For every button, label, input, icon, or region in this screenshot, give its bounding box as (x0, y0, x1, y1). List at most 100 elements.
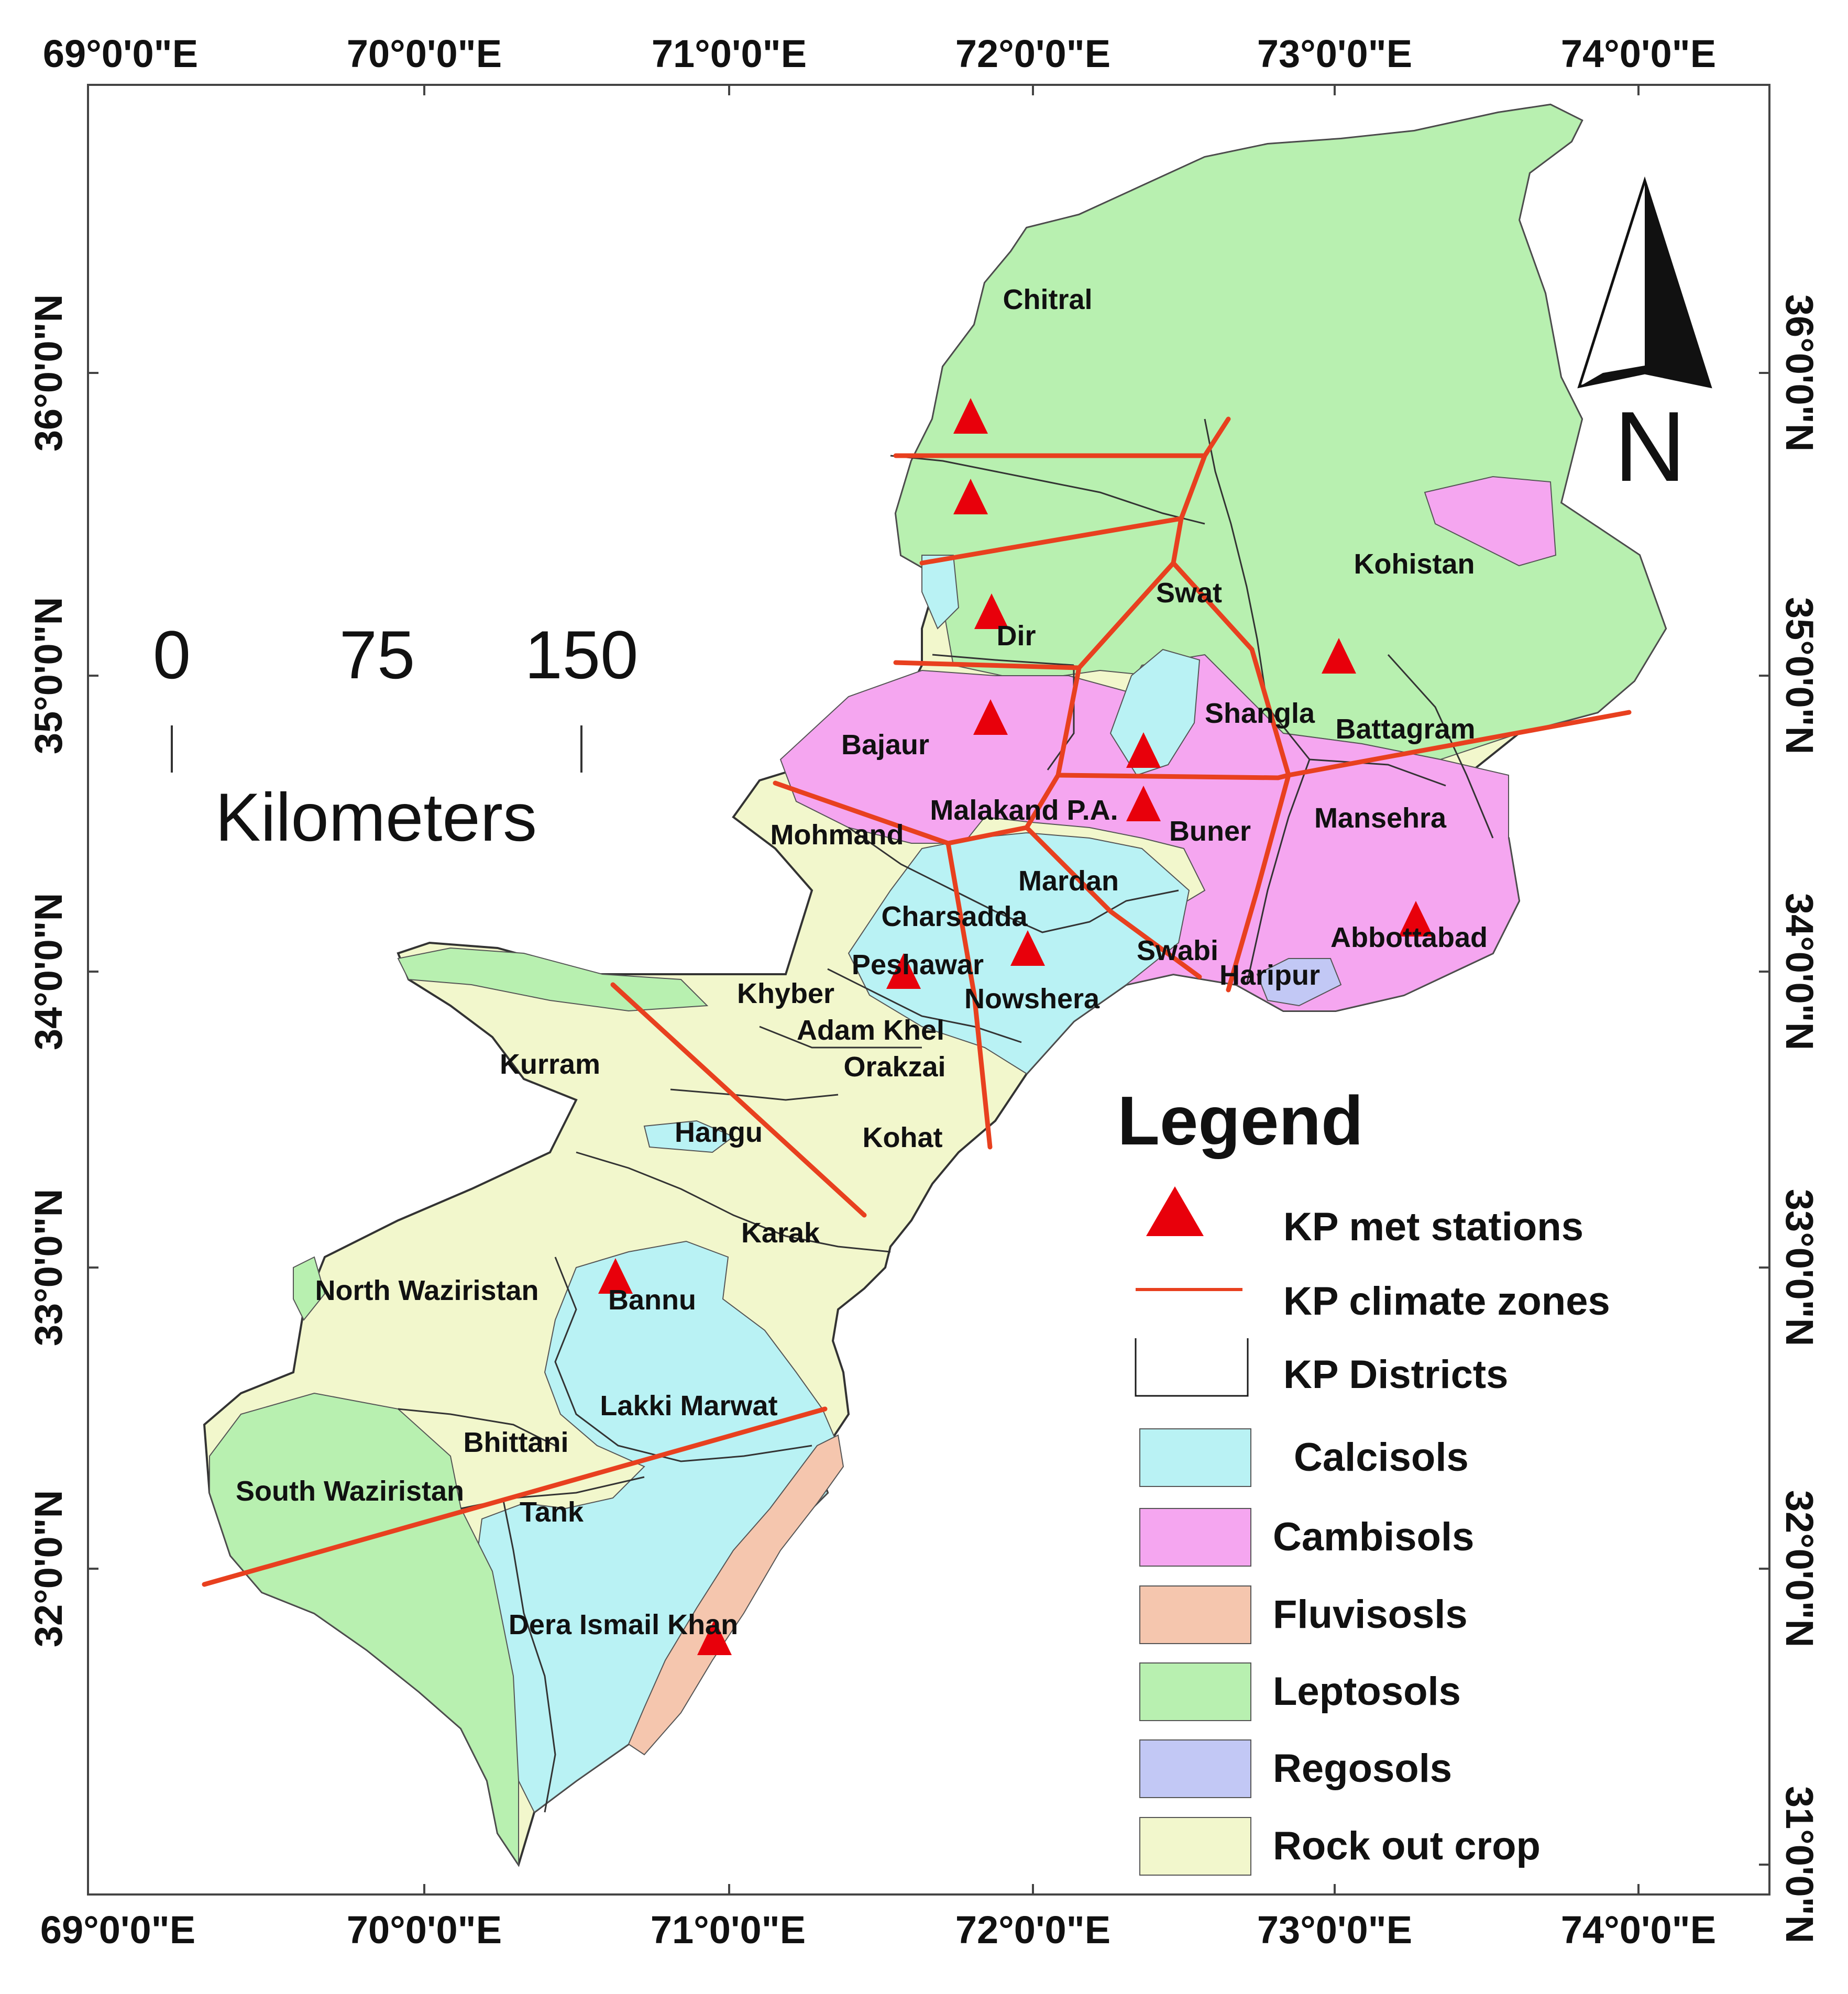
legend-swatch-fluvisols (1139, 1585, 1251, 1644)
met-station-triangle (953, 398, 988, 434)
district-label-north-waziristan: North Waziristan (315, 1275, 538, 1306)
legend: Legend KP met stations KP climate zones … (1117, 1082, 1610, 1876)
met-stations (598, 398, 1433, 1655)
legend-label-fluvisols: Fluvisosls (1273, 1592, 1468, 1637)
lon-label-71-top: 71°0'0"E (652, 32, 807, 75)
scale-tick-150: 150 (525, 616, 639, 693)
legend-swatch-regosols (1139, 1739, 1251, 1798)
legend-label-regosols: Regosols (1273, 1746, 1452, 1791)
district-label-mohmand: Mohmand (771, 819, 904, 851)
lon-label-72-bottom: 72°0'0"E (955, 1908, 1110, 1952)
top-longitude-labels: 69°0'0"E 70°0'0"E 71°0'0"E 72°0'0"E 73°0… (43, 32, 1716, 75)
district-label-dera-ismail-khan: Dera Ismail Khan (509, 1609, 738, 1640)
lat-label-35-right: 35°0'0"N (1778, 597, 1821, 754)
lat-label-32-right: 32°0'0"N (1778, 1490, 1821, 1647)
soil-calcisols-dir-strip (921, 555, 960, 630)
climate-zone-line (1171, 516, 1291, 778)
district-boundaries (398, 418, 1494, 1813)
district-label-mardan: Mardan (1018, 865, 1119, 897)
district-label-kurram: Kurram (500, 1049, 600, 1080)
graticule-ticks (88, 85, 1769, 1894)
district-label-tank: Tank (520, 1496, 584, 1528)
legend-swatch-calcisols (1139, 1428, 1251, 1487)
lon-label-71-bottom: 71°0'0"E (651, 1908, 806, 1952)
lon-label-73-bottom: 73°0'0"E (1257, 1908, 1412, 1952)
lon-label-69-top: 69°0'0"E (43, 32, 198, 75)
lat-label-33-right: 33°0'0"N (1778, 1189, 1821, 1346)
met-station-triangle (953, 479, 988, 514)
soil-calcisols-swat-pocket (1109, 648, 1201, 776)
legend-label-calcisols: Calcisols (1294, 1435, 1469, 1480)
lon-label-69-bottom: 69°0'0"E (40, 1908, 195, 1952)
legend-swatch-cambisols (1139, 1508, 1251, 1567)
district-label-chitral: Chitral (1003, 284, 1092, 315)
soil-calcisols-hangu (643, 1120, 734, 1153)
soil-cambisols-kohistan (1424, 476, 1557, 567)
district-label-hangu: Hangu (675, 1117, 763, 1148)
met-station-triangle (598, 1258, 633, 1294)
bottom-longitude-labels: 69°0'0"E 70°0'0"E 71°0'0"E 72°0'0"E 73°0… (40, 1908, 1716, 1952)
legend-swatch-rock-out-crop (1139, 1817, 1251, 1876)
district-label-bannu: Bannu (608, 1284, 696, 1316)
soil-regosols-haripur (1256, 958, 1342, 1007)
district-label-buner: Buner (1169, 816, 1251, 847)
climate-zone-line (610, 982, 867, 1218)
legend-label-met-stations: KP met stations (1283, 1205, 1583, 1249)
soil-fluvisols-indus (628, 1434, 844, 1756)
legend-label-climate-zones: KP climate zones (1283, 1279, 1610, 1324)
district-label-bhittani: Bhittani (464, 1427, 569, 1458)
lat-label-34-left: 34°0'0"N (27, 893, 70, 1050)
scale-bar: 0 75 150 Kilometers (153, 616, 639, 855)
climate-zone-line (1226, 773, 1291, 993)
district-labels: Chitral Swat Kohistan Dir Shangla Battag… (236, 284, 1488, 1640)
soil-calcisols-south (470, 1240, 839, 1813)
climate-zone-lines (202, 416, 1632, 1587)
climate-zone-line (1024, 825, 1202, 979)
met-station-triangle (1126, 786, 1161, 821)
climate-zone-line (945, 841, 993, 1150)
district-label-kohat: Kohat (863, 1122, 943, 1153)
scale-unit-label: Kilometers (215, 779, 537, 855)
district-label-orakzai: Orakzai (843, 1051, 945, 1083)
met-station-triangle (974, 593, 1009, 629)
district-label-kohistan: Kohistan (1354, 548, 1475, 580)
legend-label-cambisols: Cambisols (1273, 1515, 1474, 1559)
legend-symbol-triangle (1146, 1186, 1204, 1236)
district-label-shangla: Shangla (1205, 698, 1315, 729)
north-arrow: N (1577, 176, 1712, 502)
north-arrow-label: N (1614, 391, 1686, 502)
district-label-adam-khel: Adam Khel (797, 1015, 944, 1046)
legend-label-districts: KP Districts (1283, 1352, 1508, 1397)
district-label-swabi: Swabi (1137, 935, 1218, 966)
met-station-triangle (1126, 732, 1161, 768)
legend-label-rock-out-crop: Rock out crop (1273, 1824, 1541, 1868)
scale-tick-75: 75 (339, 616, 415, 693)
district-label-battagram: Battagram (1335, 713, 1475, 745)
climate-zone-line (1055, 710, 1632, 780)
legend-label-leptosols: Leptosols (1273, 1669, 1461, 1714)
soil-leptosols-north (895, 104, 1667, 761)
lat-label-32-left: 32°0'0"N (27, 1490, 70, 1647)
soil-leptosols-kurram-strip (397, 947, 709, 1012)
district-label-karak: Karak (741, 1217, 820, 1249)
lon-label-70-top: 70°0'0"E (347, 32, 502, 75)
legend-symbol-outline (1135, 1338, 1249, 1397)
lat-label-34-right: 34°0'0"N (1778, 893, 1821, 1050)
lon-label-70-bottom: 70°0'0"E (347, 1908, 502, 1952)
district-label-mansehra: Mansehra (1314, 802, 1447, 834)
lon-label-74-top: 74°0'0"E (1561, 32, 1716, 75)
lat-label-33-left: 33°0'0"N (27, 1189, 70, 1346)
met-station-triangle (973, 699, 1008, 735)
climate-zone-line (202, 1406, 828, 1587)
district-label-malakand: Malakand P.A. (930, 795, 1118, 826)
right-latitude-labels: 36°0'0"N 35°0'0"N 34°0'0"N 33°0'0"N 32°0… (1778, 294, 1821, 1943)
district-label-swat: Swat (1156, 577, 1222, 609)
district-label-dir: Dir (996, 620, 1036, 652)
lon-label-72-top: 72°0'0"E (955, 32, 1110, 75)
lat-label-31-right: 31°0'0"N (1778, 1786, 1821, 1943)
district-label-lakki-marwat: Lakki Marwat (600, 1390, 777, 1422)
district-label-haripur: Haripur (1219, 960, 1320, 991)
district-label-south-waziristan: South Waziristan (236, 1475, 464, 1507)
